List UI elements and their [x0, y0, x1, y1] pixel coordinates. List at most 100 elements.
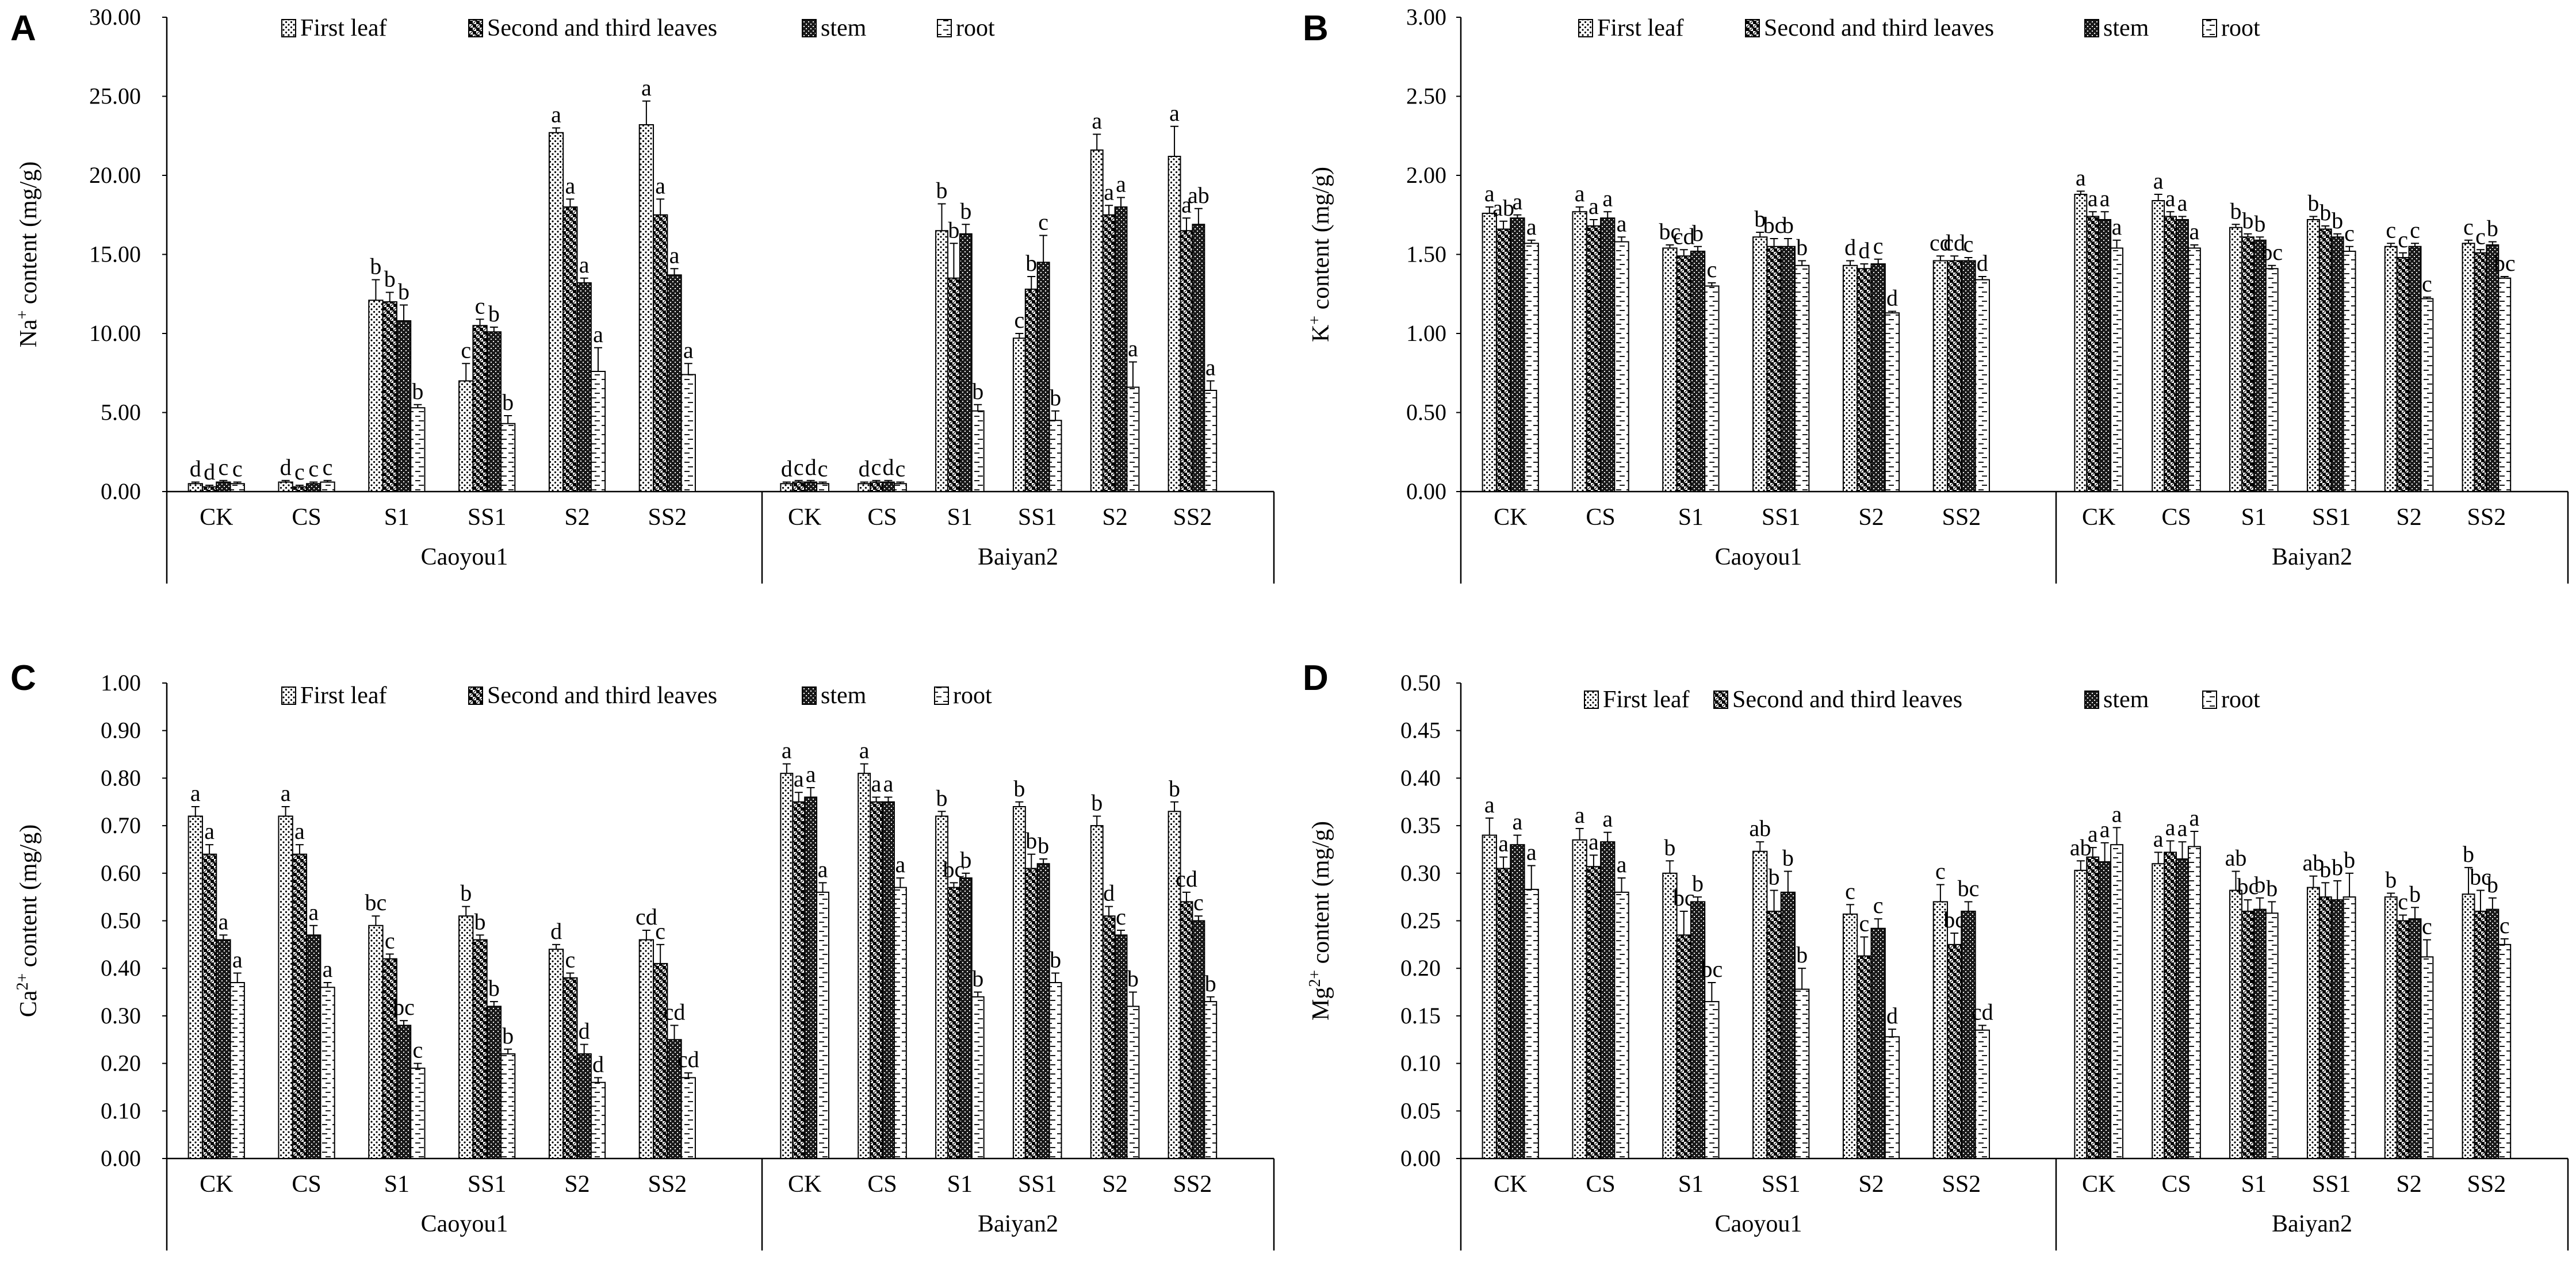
category-label: CS [292, 504, 321, 531]
significance-label: c [655, 918, 665, 944]
significance-label: b [370, 254, 381, 279]
significance-label: b [2319, 856, 2331, 882]
bar-root [410, 1067, 426, 1159]
significance-label: b [948, 217, 959, 243]
bar-second-and-third-leaves [1766, 246, 1782, 492]
significance-label: b [1169, 776, 1180, 801]
bar-first-leaf [548, 949, 564, 1159]
bar-stem [959, 233, 973, 492]
bar-root [1884, 1036, 1900, 1159]
y-tick-label: 3.00 [1406, 4, 1446, 30]
significance-label: b [2385, 867, 2397, 893]
bar-stem [1961, 260, 1976, 492]
y-label-charge: 2+ [14, 973, 32, 991]
legend-swatch [2084, 19, 2099, 37]
y-tick-label: 0.50 [1400, 670, 1441, 696]
significance-label: d [1103, 880, 1115, 906]
bar-first-leaf [2074, 869, 2088, 1159]
bar-root [2342, 251, 2356, 492]
significance-label: cd [664, 999, 686, 1025]
bar-second-and-third-leaves [947, 887, 960, 1159]
y-label-ion: Ca [16, 990, 42, 1017]
bar-stem [1036, 262, 1050, 492]
y-label-unit: content (mg/g) [1308, 167, 1334, 316]
bar-stem [804, 796, 818, 1159]
legend-label: Second and third leaves [1764, 15, 1994, 41]
bar-second-and-third-leaves [2318, 228, 2332, 492]
significance-label: a [1205, 355, 1216, 381]
legend-swatch [281, 19, 296, 37]
bar-root [1614, 891, 1629, 1159]
significance-label: b [460, 880, 472, 906]
bar-stem [576, 1053, 592, 1160]
significance-label: cd [678, 1046, 699, 1072]
y-tick-label: 0.05 [1400, 1098, 1441, 1123]
y-label-ion: K [1308, 325, 1334, 342]
bar-root [500, 1053, 516, 1160]
panel-C: C 0.00 0.10 0.20 0.30 0.40 0.50 0.60 0.70 0.80 0.9… [10, 658, 1275, 1251]
significance-label: bc [2261, 239, 2283, 265]
bar-stem [804, 481, 818, 492]
bar-root [816, 483, 829, 492]
significance-label: b [2344, 847, 2355, 873]
significance-label: d [280, 454, 292, 480]
legend-label: stem [2103, 15, 2149, 41]
legend-swatch [934, 686, 949, 705]
significance-label: a [2100, 185, 2110, 211]
significance-label: a [782, 738, 792, 764]
bar-second-and-third-leaves [2086, 216, 2100, 492]
category-label: SS1 [1762, 1171, 1801, 1198]
legend-label: root [2221, 686, 2260, 713]
y-label-unit: content (mg/g) [16, 824, 42, 973]
category-label: S2 [2396, 1171, 2421, 1198]
significance-label: b [2307, 190, 2319, 216]
y-label-unit: content (mg/g) [1308, 821, 1334, 970]
significance-label: c [1963, 231, 1974, 257]
significance-label: d [204, 459, 215, 485]
bar-first-leaf [1842, 264, 1858, 492]
bar-second-and-third-leaves [201, 853, 217, 1159]
bar-second-and-third-leaves [1495, 868, 1511, 1160]
significance-label: d [1886, 1003, 1898, 1029]
bar-root [816, 891, 829, 1159]
significance-label: c [219, 454, 229, 480]
bar-stem [216, 481, 231, 492]
bar-second-and-third-leaves [792, 481, 806, 492]
significance-label: a [565, 172, 575, 198]
bar-first-leaf [1012, 337, 1026, 492]
legend-swatch [1713, 691, 1728, 709]
y-tick-label: 0.60 [101, 860, 141, 886]
significance-label: bc [2237, 873, 2259, 899]
significance-label: c [1859, 911, 1869, 937]
bar-first-leaf [780, 483, 794, 492]
significance-label: a [219, 908, 229, 934]
significance-label: b [2332, 208, 2343, 233]
bar-first-leaf [2229, 889, 2242, 1160]
bar-first-leaf [1572, 839, 1587, 1160]
significance-label: d [859, 456, 870, 482]
legend-label: root [956, 15, 995, 41]
bar-first-leaf [1168, 156, 1181, 492]
y-label-ion: Mg [1308, 987, 1334, 1021]
bar-root [229, 483, 245, 492]
significance-label: a [1128, 336, 1138, 362]
significance-label: b [960, 198, 971, 224]
significance-label: c [323, 454, 333, 480]
significance-label: c [1014, 307, 1024, 333]
significance-label: a [2189, 218, 2199, 244]
category-label: CK [788, 504, 821, 531]
legend-label: First leaf [300, 15, 386, 41]
bar-root [2265, 268, 2279, 492]
significance-label: a [895, 851, 905, 877]
bar-first-leaf [1752, 236, 1768, 492]
category-label: CS [1586, 1171, 1615, 1198]
bar-root [2342, 896, 2356, 1160]
category-label: SS1 [2312, 1171, 2351, 1198]
bar-root [2187, 247, 2201, 492]
category-label: CK [788, 1171, 821, 1198]
bar-first-leaf [1572, 211, 1587, 492]
bar-stem [576, 282, 592, 492]
category-label: S2 [1102, 504, 1127, 531]
significance-label: a [1181, 191, 1192, 217]
significance-label: ab [2225, 845, 2247, 870]
